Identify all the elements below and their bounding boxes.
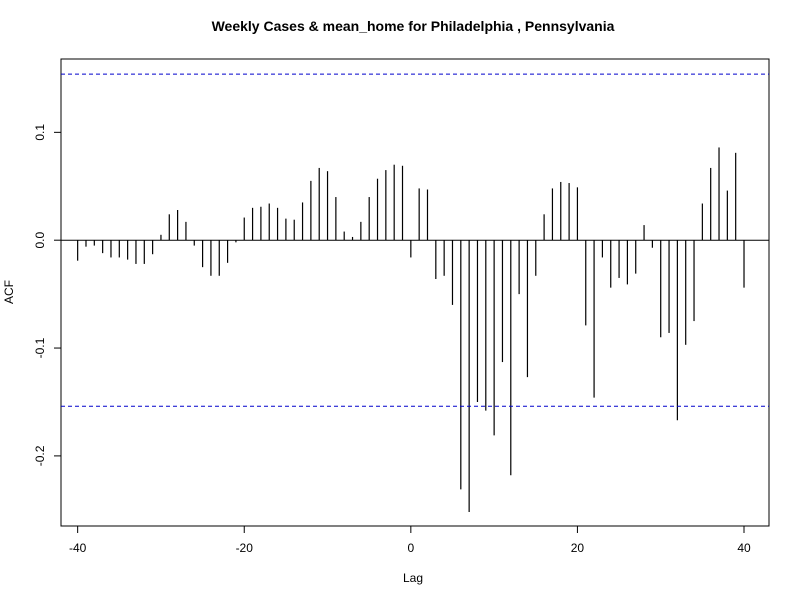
y-axis: -0.2 -0.1 0.0 0.1 xyxy=(33,124,61,466)
acf-bars xyxy=(77,147,745,512)
x-axis: -40 -20 0 20 40 xyxy=(69,526,751,555)
y-tick-label: -0.1 xyxy=(33,337,47,358)
y-axis-label: ACF xyxy=(2,280,16,304)
x-tick-label: 0 xyxy=(407,541,414,555)
y-tick-label: -0.2 xyxy=(33,445,47,466)
chart-title: Weekly Cases & mean_home for Philadelphi… xyxy=(212,18,615,34)
y-tick-label: 0.0 xyxy=(33,232,47,249)
x-tick-label: 40 xyxy=(737,541,751,555)
plot-area-frame xyxy=(60,58,770,527)
y-tick-label: 0.1 xyxy=(33,124,47,141)
x-axis-label: Lag xyxy=(403,571,423,585)
x-tick-label: -20 xyxy=(236,541,254,555)
x-tick-label: 20 xyxy=(571,541,585,555)
x-tick-label: -40 xyxy=(69,541,87,555)
confidence-limits xyxy=(61,73,769,407)
